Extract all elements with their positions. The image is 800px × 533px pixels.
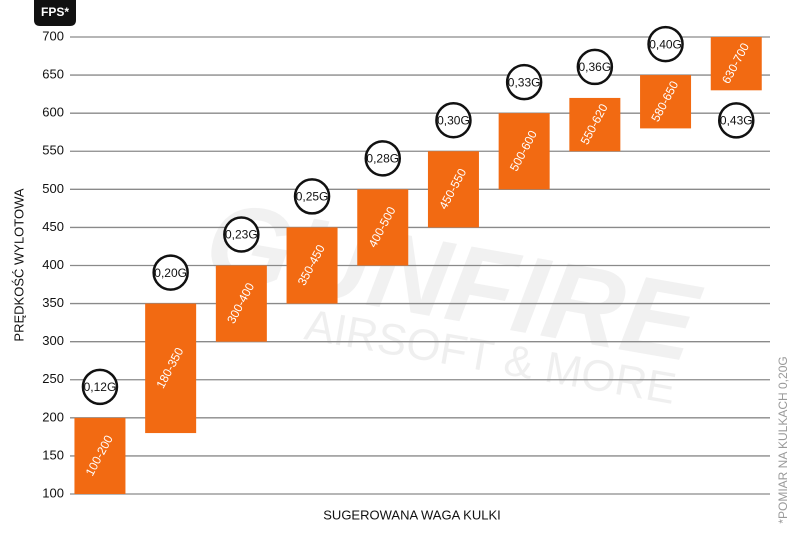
y-tick-label: 700 [42, 28, 64, 43]
bar [74, 417, 126, 494]
y-tick-label: 250 [42, 371, 64, 386]
x-tick-label: 0,12G [84, 380, 117, 394]
unit-tag [34, 0, 76, 26]
y-axis-title: PRĘDKOŚĆ WYLOTOWA [11, 188, 26, 341]
weight-circle [152, 254, 189, 291]
x-tick-label: 0,25G [296, 190, 329, 204]
y-tick-label: 350 [42, 295, 64, 310]
bar [145, 303, 197, 434]
x-tick-label: 0,20G [154, 266, 187, 280]
x-tick-label: 0,43G [720, 113, 753, 127]
y-tick-label: 450 [42, 219, 64, 234]
x-tick-label: 0,33G [508, 75, 541, 89]
bar [498, 113, 550, 190]
bar [357, 189, 409, 266]
weight-circle [293, 178, 331, 215]
x-tick-label: 0,36G [578, 60, 611, 74]
bar [710, 37, 762, 91]
bar [569, 97, 621, 152]
x-axis-title: SUGEROWANA WAGA KULKI [323, 507, 500, 522]
weight-circle [505, 63, 543, 101]
y-tick-label: 100 [42, 485, 64, 500]
bar [215, 265, 267, 342]
weight-circle [435, 102, 472, 139]
bar [286, 227, 338, 304]
weight-circle [647, 25, 684, 63]
y-unit: FPS* [41, 5, 69, 19]
x-tick-label: 0,30G [437, 113, 470, 127]
weight-circle [718, 102, 755, 139]
weight-circle [81, 368, 119, 406]
weight-circle [223, 216, 260, 253]
y-tick-label: 550 [42, 143, 64, 158]
y-tick-label: 300 [42, 333, 64, 348]
weight-circle [364, 140, 401, 177]
y-tick-label: 150 [42, 447, 64, 462]
y-tick-label: 650 [42, 67, 64, 82]
x-tick-label: 0,28G [366, 152, 399, 166]
x-tick-label: 0,23G [225, 228, 258, 242]
y-tick-label: 200 [42, 409, 64, 424]
y-tick-label: 400 [42, 257, 64, 272]
bar [640, 75, 692, 129]
y-tick-label: 600 [42, 105, 64, 120]
footnote: *POMIAR NA KULKACH 0,20G [776, 356, 790, 523]
y-tick-label: 500 [42, 181, 64, 196]
bar [427, 151, 479, 228]
weight-circle [576, 48, 614, 86]
x-tick-label: 0,40G [649, 37, 682, 51]
